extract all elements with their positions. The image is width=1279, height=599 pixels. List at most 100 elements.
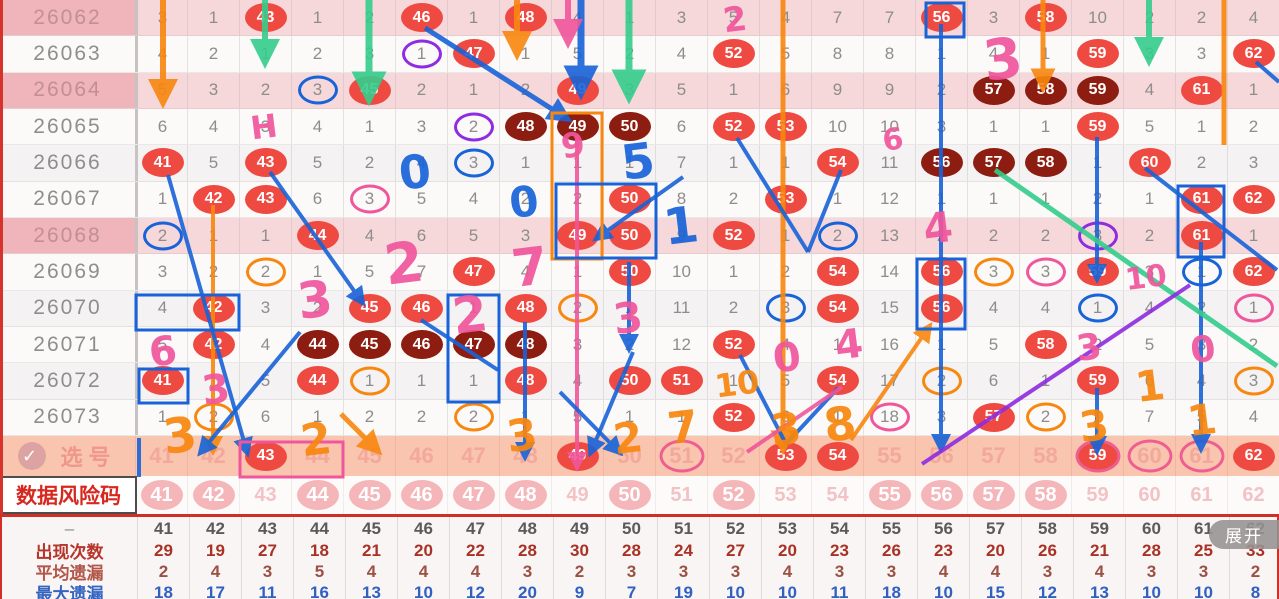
select-number[interactable]: 42 bbox=[187, 436, 239, 476]
miss-cell: 52 bbox=[707, 399, 759, 435]
miss-cell: 1 bbox=[811, 181, 863, 217]
miss-cell: 4 bbox=[967, 290, 1019, 326]
risk-circled-number: 55 bbox=[868, 480, 911, 510]
miss-cell: 3 bbox=[239, 290, 291, 326]
select-number[interactable]: 49 bbox=[551, 436, 603, 476]
miss-cell: 48 bbox=[499, 363, 551, 399]
stats-value: 23 bbox=[813, 540, 865, 561]
stats-row: 平均遗漏 2 4 3 5 4 4 4 3 2 3 3 3 4 3 3 4 4 3 4 3 3 2 bbox=[2, 561, 1277, 583]
miss-cell: 62 bbox=[1227, 254, 1279, 290]
trend-grid: 26062 3 1 43 1 2 46 1 48 4 1 3 5 4 7 7 56 3 58 10 2 2 4 26063 4 2… bbox=[0, 0, 1279, 436]
miss-cell: 7 bbox=[655, 145, 707, 181]
miss-cell: 4 bbox=[655, 36, 707, 72]
miss-cell: 1 bbox=[1071, 145, 1123, 181]
miss-cell: 3 bbox=[655, 0, 707, 36]
miss-cell: 53 bbox=[759, 181, 811, 217]
select-number[interactable]: 47 bbox=[447, 436, 499, 476]
select-number-row: ✓ 选号 41 42 43 44 45 46 47 48 49 50 51 52 53 54 55 56 57 5… bbox=[0, 436, 1279, 476]
miss-cell: 10 bbox=[1071, 0, 1123, 36]
miss-cell: 54 bbox=[811, 363, 863, 399]
stats-row: 出现次数 29 19 27 18 21 20 22 28 30 28 24 27 20 23 26 23 20 26… bbox=[2, 540, 1277, 562]
miss-cell: 2 bbox=[1123, 217, 1175, 254]
drawn-ball: 48 bbox=[504, 330, 547, 360]
miss-cell: 54 bbox=[811, 290, 863, 326]
purple-circle-mark bbox=[1077, 221, 1118, 251]
select-number[interactable]: 41 bbox=[135, 436, 187, 476]
select-number[interactable]: 43 bbox=[239, 436, 291, 476]
select-number[interactable]: 61 bbox=[1175, 436, 1227, 476]
select-number[interactable]: 57 bbox=[967, 436, 1019, 476]
miss-cell: 1 bbox=[1019, 108, 1071, 145]
select-ring-mark bbox=[1179, 439, 1224, 473]
select-number[interactable]: 58 bbox=[1019, 436, 1071, 476]
miss-cell: 1 bbox=[447, 363, 499, 399]
miss-cell: 47 bbox=[447, 36, 499, 72]
select-number[interactable]: 51 bbox=[655, 436, 707, 476]
miss-cell: 3 bbox=[915, 108, 967, 145]
check-icon[interactable]: ✓ bbox=[18, 442, 47, 470]
expand-button[interactable]: 展开 bbox=[1209, 520, 1279, 549]
miss-cell: 2 bbox=[811, 217, 863, 254]
stats-value: 4 bbox=[1073, 561, 1125, 582]
miss-cell: 5 bbox=[759, 36, 811, 72]
select-number[interactable]: 44 bbox=[291, 436, 343, 476]
select-number[interactable]: 50 bbox=[603, 436, 655, 476]
stats-value: 7 bbox=[605, 582, 657, 599]
risk-circled-number: 47 bbox=[452, 480, 495, 510]
stats-value: 10 bbox=[1177, 582, 1229, 599]
select-number[interactable]: 48 bbox=[499, 436, 551, 476]
select-number[interactable]: 54 bbox=[811, 436, 863, 476]
select-number[interactable]: 60 bbox=[1123, 436, 1175, 476]
miss-cell: 42 bbox=[187, 290, 239, 326]
miss-cell: 44 bbox=[291, 363, 343, 399]
miss-cell: 1 bbox=[551, 254, 603, 290]
select-number[interactable]: 46 bbox=[395, 436, 447, 476]
miss-cell: 3 bbox=[499, 217, 551, 254]
stats-column-header: 51 bbox=[657, 517, 709, 540]
miss-cell: 6 bbox=[1123, 363, 1175, 399]
drawn-ball: 42 bbox=[192, 330, 235, 360]
miss-cell: 42 bbox=[187, 326, 239, 363]
drawn-ball: 46 bbox=[400, 3, 443, 33]
miss-cell: 5 bbox=[239, 363, 291, 399]
stats-column-header: 41 bbox=[137, 517, 189, 540]
select-number[interactable]: 56 bbox=[915, 436, 967, 476]
risk-number: 62 bbox=[1227, 476, 1279, 514]
stats-column-header: 52 bbox=[709, 517, 761, 540]
miss-cell: 1 bbox=[343, 108, 395, 145]
blue-circle-mark bbox=[817, 221, 858, 251]
miss-cell: 45 bbox=[343, 326, 395, 363]
miss-cell: 5 bbox=[447, 217, 499, 254]
select-number[interactable]: 59 bbox=[1071, 436, 1123, 476]
risk-number: 57 bbox=[967, 476, 1019, 514]
miss-cell: 2 bbox=[447, 399, 499, 435]
select-number[interactable]: 62 bbox=[1227, 436, 1279, 476]
miss-cell: 14 bbox=[863, 254, 915, 290]
select-number[interactable]: 45 bbox=[343, 436, 395, 476]
miss-cell: 2 bbox=[1019, 399, 1071, 435]
drawn-ball: 45 bbox=[348, 330, 391, 360]
drawn-ball: 42 bbox=[192, 293, 235, 323]
drawn-ball: 57 bbox=[972, 402, 1015, 432]
miss-cell: 52 bbox=[707, 217, 759, 254]
miss-cell: 2 bbox=[1227, 326, 1279, 363]
drawn-ball: 50 bbox=[608, 366, 651, 396]
drawn-ball: 48 bbox=[504, 112, 547, 142]
miss-cell: 5 bbox=[967, 326, 1019, 363]
miss-cell: 1 bbox=[395, 36, 447, 72]
miss-cell: 54 bbox=[811, 254, 863, 290]
risk-number: 54 bbox=[811, 476, 863, 514]
drawn-ball: 46 bbox=[400, 330, 443, 360]
miss-cell: 1 bbox=[603, 399, 655, 435]
miss-cell: 50 bbox=[603, 254, 655, 290]
select-number[interactable]: 55 bbox=[863, 436, 915, 476]
period-label: 26068 bbox=[0, 217, 135, 254]
miss-cell: 1 bbox=[187, 217, 239, 254]
drawn-ball: 46 bbox=[400, 293, 443, 323]
select-number[interactable]: 52 bbox=[707, 436, 759, 476]
stats-value: 3 bbox=[1125, 561, 1177, 582]
stats-value: 21 bbox=[1073, 540, 1125, 561]
select-number[interactable]: 53 bbox=[759, 436, 811, 476]
drawn-ball: 56 bbox=[920, 257, 963, 287]
stats-value: 15 bbox=[969, 582, 1021, 599]
